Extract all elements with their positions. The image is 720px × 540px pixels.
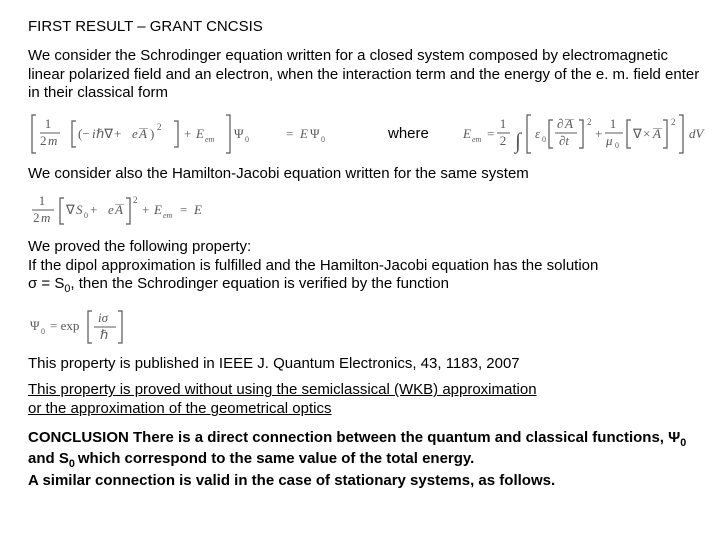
schrodinger-eq-rhs: = E Ψ 0	[286, 122, 340, 146]
underline-line1: This property is proved without using th…	[28, 381, 537, 398]
svg-text:em: em	[472, 135, 482, 144]
svg-text:1: 1	[500, 116, 507, 131]
svg-text:e: e	[108, 202, 114, 217]
conclusion-text-1a: There is a direct connection between the…	[129, 429, 680, 446]
svg-text:m: m	[48, 133, 57, 148]
svg-text:+: +	[90, 202, 97, 217]
svg-text:Ψ: Ψ	[310, 126, 320, 141]
svg-text:0: 0	[542, 135, 546, 144]
svg-text:= exp: = exp	[50, 318, 79, 333]
svg-text:+: +	[595, 126, 602, 141]
svg-text:A: A	[652, 126, 661, 141]
svg-text:1: 1	[45, 116, 52, 131]
svg-text:1: 1	[39, 193, 46, 208]
conclusion-text-1c: which correspond to the same value of th…	[78, 450, 474, 467]
svg-text:ℏ∇: ℏ∇	[96, 126, 113, 141]
svg-text:μ: μ	[605, 133, 613, 148]
svg-text:2: 2	[587, 117, 592, 127]
svg-text:∫: ∫	[513, 128, 523, 154]
svg-text:S: S	[76, 202, 83, 217]
svg-text:2: 2	[500, 133, 507, 148]
svg-text:2: 2	[40, 133, 47, 148]
svg-text:E: E	[193, 202, 202, 217]
conclusion-text-2: A similar connection is valid in the cas…	[28, 472, 555, 489]
property-line1: If the dipol approximation is fulfilled …	[28, 257, 598, 274]
svg-text:=: =	[180, 202, 187, 217]
intro-paragraph: We consider the Schrodinger equation wri…	[28, 47, 700, 103]
svg-text:∇: ∇	[65, 202, 75, 217]
svg-text:ε: ε	[535, 126, 541, 141]
svg-text:E: E	[299, 126, 308, 141]
property-line2-prefix: σ = S	[28, 275, 64, 292]
svg-text:em: em	[163, 211, 173, 220]
underline-line2: or the approximation of the geometrical …	[28, 400, 332, 417]
page-title: FIRST RESULT – GRANT CNCSIS	[28, 18, 700, 37]
svg-text:0: 0	[245, 135, 249, 144]
publication-line: This property is published in IEEE J. Qu…	[28, 355, 700, 374]
property-statement: We proved the following property: If the…	[28, 238, 700, 297]
svg-text:1: 1	[610, 116, 617, 131]
approximation-note: This property is proved without using th…	[28, 381, 700, 419]
conclusion-label: CONCLUSION	[28, 429, 129, 446]
conclusion-paragraph: CONCLUSION There is a direct connection …	[28, 429, 700, 491]
svg-text:iσ: iσ	[98, 310, 109, 325]
schrodinger-equation: 1 2 m (− i ℏ∇ + e — A ) 2 + E em Ψ 0	[28, 111, 258, 157]
hj-intro-paragraph: We consider also the Hamilton-Jacobi equ…	[28, 165, 700, 184]
svg-text:=: =	[487, 126, 494, 141]
svg-text:2: 2	[671, 117, 676, 127]
svg-text:Ψ: Ψ	[234, 126, 244, 141]
svg-text:+: +	[184, 126, 191, 141]
svg-text:0: 0	[84, 211, 88, 220]
svg-text:A: A	[138, 126, 147, 141]
property-line2-suffix: , then the Schrodinger equation is verif…	[70, 275, 449, 292]
svg-text:dV: dV	[689, 126, 706, 141]
schrodinger-equation-row: 1 2 m (− i ℏ∇ + e — A ) 2 + E em Ψ 0	[28, 111, 700, 157]
svg-text:+: +	[114, 126, 121, 141]
svg-text:ℏ: ℏ	[100, 327, 108, 342]
psi-zero-definition: Ψ 0 = exp iσ ℏ	[28, 305, 700, 347]
conclusion-sub-s0: 0	[69, 458, 78, 470]
svg-text:): )	[150, 126, 154, 141]
property-heading: We proved the following property:	[28, 238, 251, 255]
conclusion-text-1b: and S	[28, 450, 69, 467]
svg-text:2: 2	[157, 122, 162, 132]
svg-text:∇: ∇	[632, 126, 642, 141]
conclusion-sub-psi0: 0	[680, 437, 686, 449]
svg-text:0: 0	[321, 135, 325, 144]
svg-text:em: em	[205, 135, 215, 144]
svg-text:e: e	[132, 126, 138, 141]
svg-text:(−: (−	[78, 126, 90, 141]
svg-text:0: 0	[41, 327, 45, 336]
svg-text:×: ×	[643, 126, 650, 141]
svg-text:m: m	[41, 210, 50, 225]
svg-text:∂t: ∂t	[559, 133, 569, 148]
svg-text:A: A	[564, 116, 573, 131]
eem-definition: E em = 1 2 ∫ ε 0 ∂ — A ∂t 2 + 1	[463, 111, 711, 157]
svg-text:+: +	[142, 202, 149, 217]
svg-text:A: A	[114, 202, 123, 217]
svg-text:E: E	[195, 126, 204, 141]
svg-text:2: 2	[133, 195, 138, 205]
where-label: where	[388, 125, 429, 144]
hamilton-jacobi-equation: 1 2 m ∇ S 0 + e — A 2 + E em = E	[28, 192, 700, 230]
svg-text:0: 0	[615, 141, 619, 150]
svg-text:E: E	[153, 202, 162, 217]
svg-text:=: =	[286, 126, 293, 141]
svg-text:∂: ∂	[557, 116, 563, 131]
svg-text:Ψ: Ψ	[30, 318, 40, 333]
svg-text:2: 2	[33, 210, 40, 225]
svg-text:E: E	[463, 126, 471, 141]
